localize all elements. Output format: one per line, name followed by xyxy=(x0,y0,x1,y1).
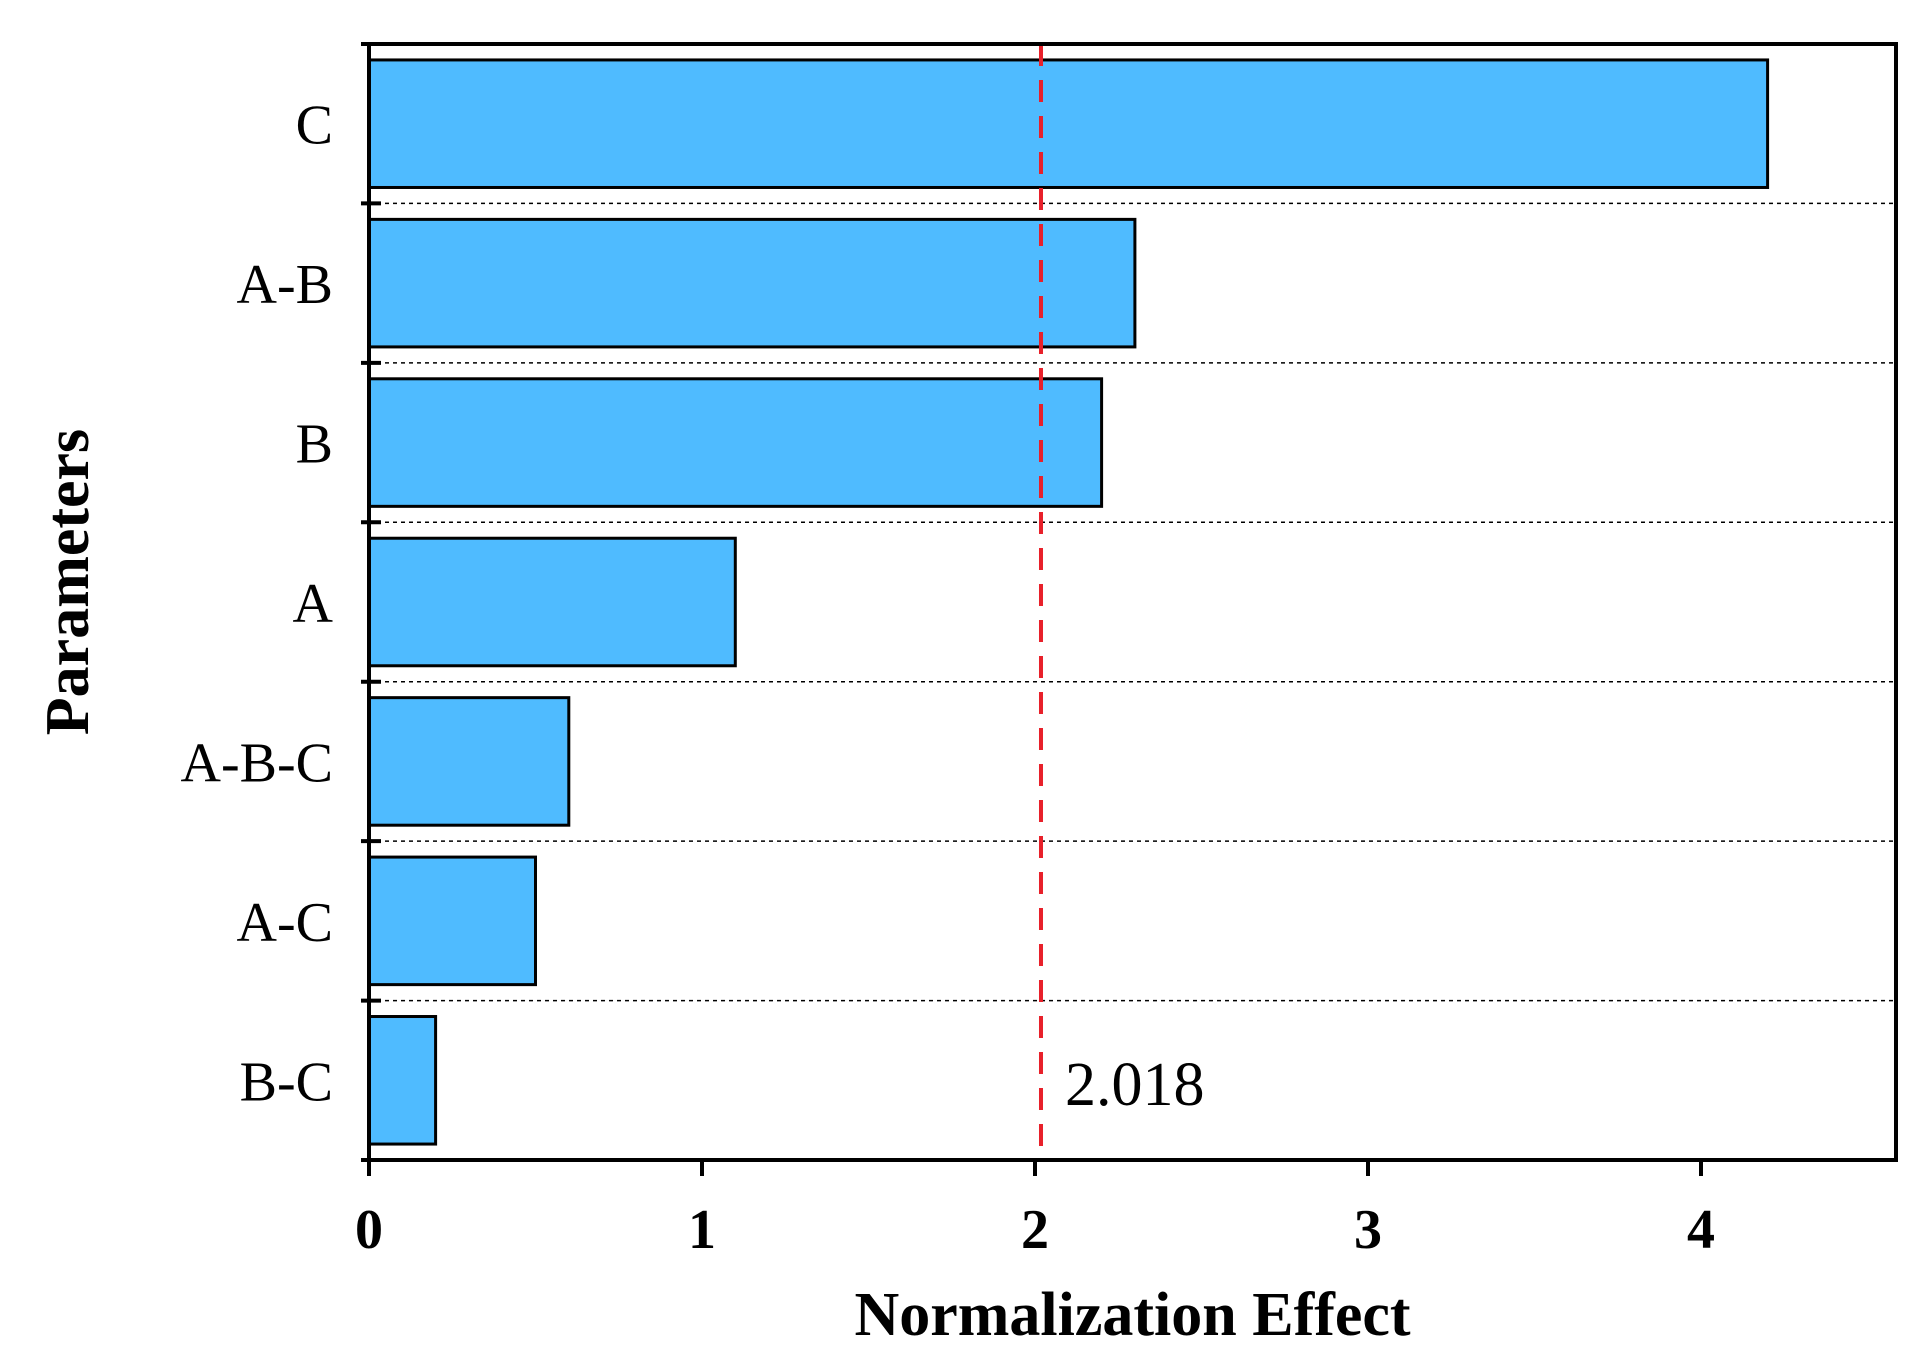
x-tick-label: 4 xyxy=(1687,1199,1715,1261)
x-axis-title: Normalization Effect xyxy=(854,1281,1410,1349)
bar-b xyxy=(367,377,1104,508)
category-label: A xyxy=(293,573,334,635)
reference-line-label: 2.018 xyxy=(1065,1051,1205,1119)
category-label: B xyxy=(296,414,333,476)
bar-c xyxy=(367,58,1770,189)
x-tick-label: 3 xyxy=(1354,1199,1382,1261)
category-label: A-B-C xyxy=(181,732,333,794)
x-axis-tick-labels: 0 1 2 3 4 xyxy=(355,1199,1715,1261)
bar-a xyxy=(367,536,737,668)
gridlines xyxy=(369,202,1896,1002)
bar-b-c xyxy=(367,1015,438,1146)
x-axis-ticks xyxy=(367,1160,1703,1176)
category-label: B-C xyxy=(240,1051,333,1113)
plot-frame xyxy=(367,42,1898,1162)
bar-a-c xyxy=(367,855,537,987)
category-label: A-B xyxy=(237,254,333,316)
reference-line-group: 2.018 xyxy=(1038,44,1205,1160)
x-tick-label: 2 xyxy=(1021,1199,1049,1261)
category-label: A-C xyxy=(237,892,333,954)
x-tick-label: 1 xyxy=(688,1199,716,1261)
y-axis-category-labels: C A-B B A A-B-C A-C B-C xyxy=(181,95,334,1114)
bar-a-b-c xyxy=(367,696,571,827)
category-label: C xyxy=(296,95,333,157)
bars xyxy=(367,58,1770,1146)
y-axis-title: Parameters xyxy=(34,429,102,735)
bar-a-b xyxy=(367,217,1137,349)
x-tick-label: 0 xyxy=(355,1199,383,1261)
